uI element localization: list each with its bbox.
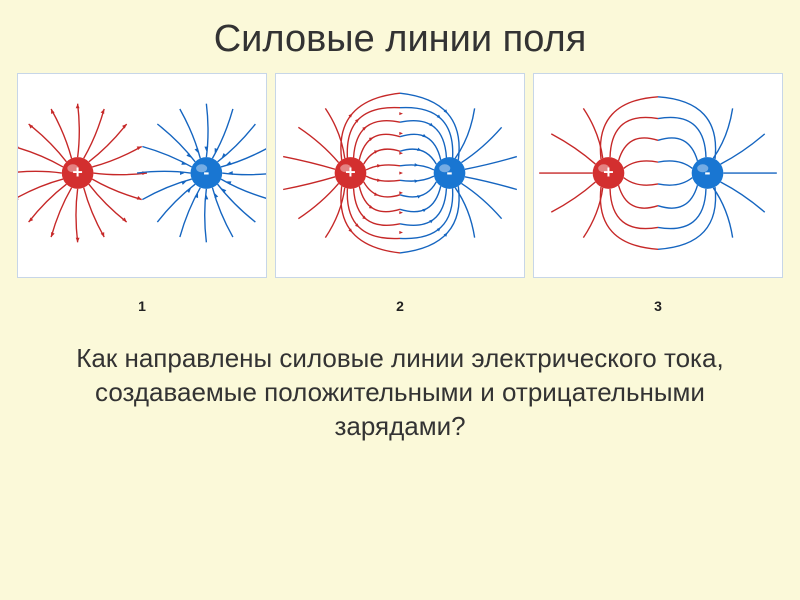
panel-label-3: 3 <box>533 298 783 314</box>
panel-label-1: 1 <box>17 298 267 314</box>
panel-2: +- <box>275 73 525 278</box>
panel-labels: 1 2 3 <box>0 298 800 314</box>
panel-label-2: 2 <box>275 298 525 314</box>
svg-text:+: + <box>345 162 355 182</box>
panel-3: +- <box>533 73 783 278</box>
page-title: Силовые линии поля <box>0 0 800 61</box>
panel-1: +- <box>17 73 267 278</box>
svg-text:-: - <box>705 162 711 182</box>
question-text: Как направлены силовые линии электрическ… <box>0 314 800 443</box>
svg-text:+: + <box>603 162 613 182</box>
diagram-panels: +- +- +- <box>0 73 800 278</box>
svg-text:-: - <box>447 162 453 182</box>
svg-text:-: - <box>203 162 209 182</box>
svg-text:+: + <box>72 162 82 182</box>
